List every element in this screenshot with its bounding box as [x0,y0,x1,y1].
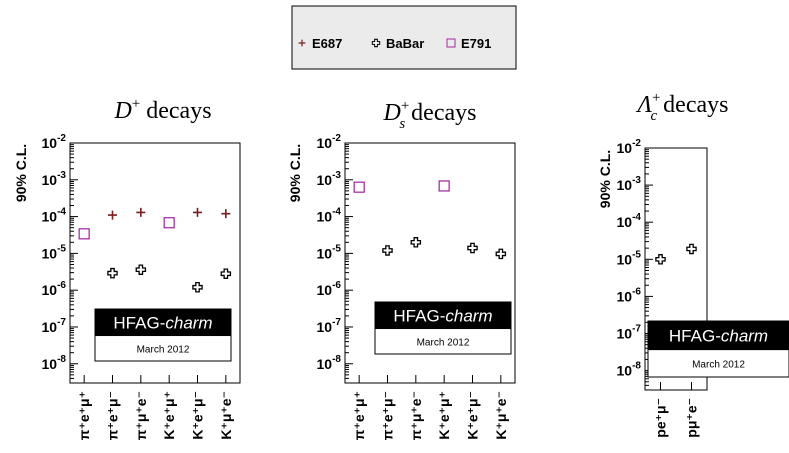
category-label: K⁺μ⁺e⁻ [218,391,234,440]
legend: E687 BaBar E791 [291,5,517,70]
data-point-babar [135,264,147,275]
y-tick-label: 10-8 [42,354,67,372]
data-point-babar [220,268,232,279]
y-tick-label: 10-4 [317,207,342,225]
data-point-babar [467,242,478,254]
y-tick-label: 10-4 [42,207,67,225]
data-point-babar [495,248,507,260]
y-tick-label: 10-6 [317,280,342,298]
legend-marker-e791-shape [446,38,456,48]
y-tick-label: 10-4 [617,212,642,230]
data-point-babar [382,245,393,256]
legend-entry-babar: BaBar [371,36,424,51]
category-label: K⁺μ⁺e⁻ [493,391,509,440]
y-tick-label: 10-7 [42,317,67,335]
category-label: K⁺e⁺μ⁺ [436,391,452,440]
hfag-charm-watermark: HFAG-charm March 2012 [94,308,232,362]
y-tick-label: 10-2 [42,133,67,151]
category-label: π⁺e⁺μ⁻ [105,391,121,440]
data-point-e687 [108,210,117,220]
y-tick-label: 10-2 [317,133,342,151]
category-label: π⁺e⁺μ⁻ [380,391,396,440]
y-tick-label: 10-7 [617,324,642,342]
category-label: K⁺e⁺μ⁺ [161,391,177,440]
category-label: π⁺e⁺μ⁺ [351,391,367,440]
y-tick-label: 10-5 [42,243,67,261]
data-point-e791 [353,181,365,193]
chart-panel-2: D+ s decays 90% C.L. 10-2 10-3 10-4 10-5 10-6 10… [287,98,516,440]
y-tick-label: 10-5 [317,243,342,261]
chart-panel-3: Λ+ c decays 90% C.L.10-2 10-3 10-4 10-5 10-6 10… [597,90,789,438]
legend-box [291,5,517,70]
hfag-brand: HFAG-charm [113,314,212,333]
y-tick-label: 10-3 [617,175,642,193]
data-point-babar [410,237,422,248]
legend-marker-babar-shape [371,38,381,48]
legend-marker-babar [371,38,381,48]
hfag-brand: HFAG-charm [669,327,768,346]
y-tick-label: 10-8 [317,354,342,372]
y-tick-label: 10-7 [317,317,342,335]
data-point-babar [107,267,118,279]
data-point-e687 [221,209,231,219]
y-tick-label: 10-3 [317,170,342,188]
legend-entry-e687: E687 [298,36,342,51]
hfag-charm-watermark: HFAG-charm March 2012 [374,301,512,355]
hfag-date: March 2012 [137,345,190,356]
plot-frame [344,142,516,384]
hfag-charm-watermark: HFAG-charm March 2012 [647,320,789,378]
legend-marker-e687 [298,39,306,47]
legend-marker-e687-shape [298,39,306,47]
hfag-date: March 2012 [692,360,745,371]
hfag-date: March 2012 [417,338,470,349]
plot-frame [644,147,708,391]
y-axis-label: 90% C.L. [13,144,29,202]
panel-title: D+ decays [113,96,211,124]
chart-panel-1: D+ decays 90% C.L. 10-2 10-3 10-4 10-5 10-6 10-… [13,96,241,440]
category-label: π⁺μ⁺e⁻ [408,391,424,440]
hfag-brand: HFAG-charm [393,307,492,326]
y-tick-label: 10-8 [617,361,642,379]
category-label: pμ⁺e⁻ [684,398,700,438]
y-tick-label: 10-5 [617,249,642,267]
panel-title: D+ s decays [383,98,477,132]
legend-label-babar: BaBar [386,36,424,51]
legend-label-e791: E791 [461,36,491,51]
data-point-e791 [438,180,450,192]
category-label: K⁺e⁺μ⁻ [190,391,206,440]
y-tick-label: 10-2 [617,138,642,156]
category-label: pe⁺μ⁻ [653,398,669,438]
y-tick-label: 10-6 [617,286,642,304]
legend-entry-e791: E791 [446,36,491,51]
data-point-babar [192,282,203,293]
category-label: π⁺e⁺μ⁺ [76,391,92,440]
data-point-e687 [136,207,146,217]
category-label: K⁺e⁺μ⁻ [465,391,481,440]
y-tick-label: 10-3 [42,170,67,188]
y-axis-label: 90% C.L. [597,150,613,208]
plot-frame [69,142,241,384]
data-point-e791 [163,217,175,229]
panel-title: Λ+ c decays [636,90,729,124]
data-point-babar [655,254,666,265]
legend-marker-e791 [446,38,456,48]
y-tick-label: 10-6 [42,280,67,298]
data-point-e791 [78,228,90,240]
data-point-e687 [193,207,202,217]
category-label: π⁺μ⁺e⁻ [133,391,149,440]
data-point-babar [686,243,697,255]
y-axis-label: 90% C.L. [287,144,303,202]
legend-label-e687: E687 [312,36,342,51]
